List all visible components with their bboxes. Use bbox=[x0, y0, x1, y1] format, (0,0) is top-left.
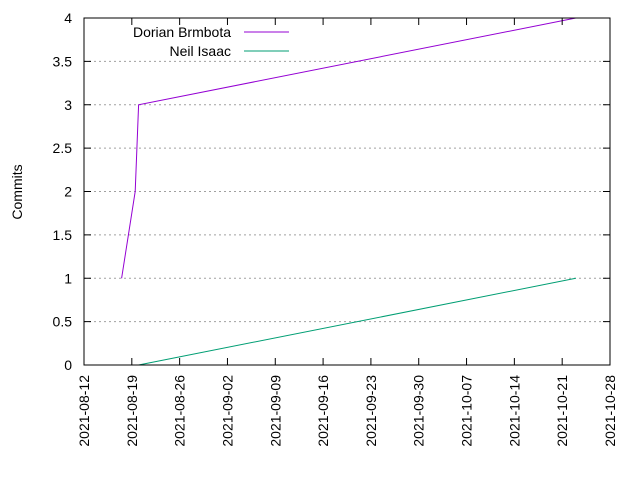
y-tick-label: 4 bbox=[64, 10, 72, 26]
y-tick-label: 1.5 bbox=[53, 227, 73, 243]
y-tick-label: 0 bbox=[64, 357, 72, 373]
y-tick-label: 1 bbox=[64, 270, 72, 286]
x-axis-ticks: 2021-08-12 2021-08-19 2021-08-26 2021-09-02… bbox=[76, 18, 618, 447]
series-line bbox=[121, 17, 576, 279]
x-tick-label: 2021-08-26 bbox=[172, 375, 188, 447]
legend-label: Dorian Brmbota bbox=[133, 24, 231, 40]
x-tick-label: 2021-08-12 bbox=[76, 375, 92, 447]
legend: Dorian Brmbota Neil Isaac bbox=[133, 24, 289, 59]
x-tick-label: 2021-09-30 bbox=[411, 375, 427, 447]
x-tick-label: 2021-09-16 bbox=[315, 375, 331, 447]
y-axis-label: Commits bbox=[9, 164, 25, 219]
x-tick-label: 2021-10-21 bbox=[554, 375, 570, 447]
x-tick-label: 2021-10-07 bbox=[459, 375, 475, 447]
x-tick-label: 2021-09-23 bbox=[363, 375, 379, 447]
x-tick-label: 2021-10-28 bbox=[602, 375, 618, 447]
x-tick-label: 2021-10-14 bbox=[506, 375, 522, 447]
plot-frame bbox=[83, 17, 611, 366]
x-tick-label: 2021-09-02 bbox=[219, 375, 235, 447]
y-tick-label: 3.5 bbox=[53, 53, 73, 69]
y-tick-label: 2.5 bbox=[53, 140, 73, 156]
series-lines bbox=[121, 17, 576, 366]
plot-border bbox=[83, 17, 611, 366]
y-tick-label: 2 bbox=[64, 184, 72, 200]
y-axis-ticks: 0 0.5 1 1.5 2 2.5 3 3.5 4 bbox=[53, 10, 610, 373]
legend-label: Neil Isaac bbox=[170, 43, 231, 59]
series-line bbox=[138, 277, 576, 366]
y-tick-label: 3 bbox=[64, 97, 72, 113]
y-tick-label: 0.5 bbox=[53, 314, 73, 330]
x-tick-label: 2021-08-19 bbox=[124, 375, 140, 447]
x-tick-label: 2021-09-09 bbox=[267, 375, 283, 447]
